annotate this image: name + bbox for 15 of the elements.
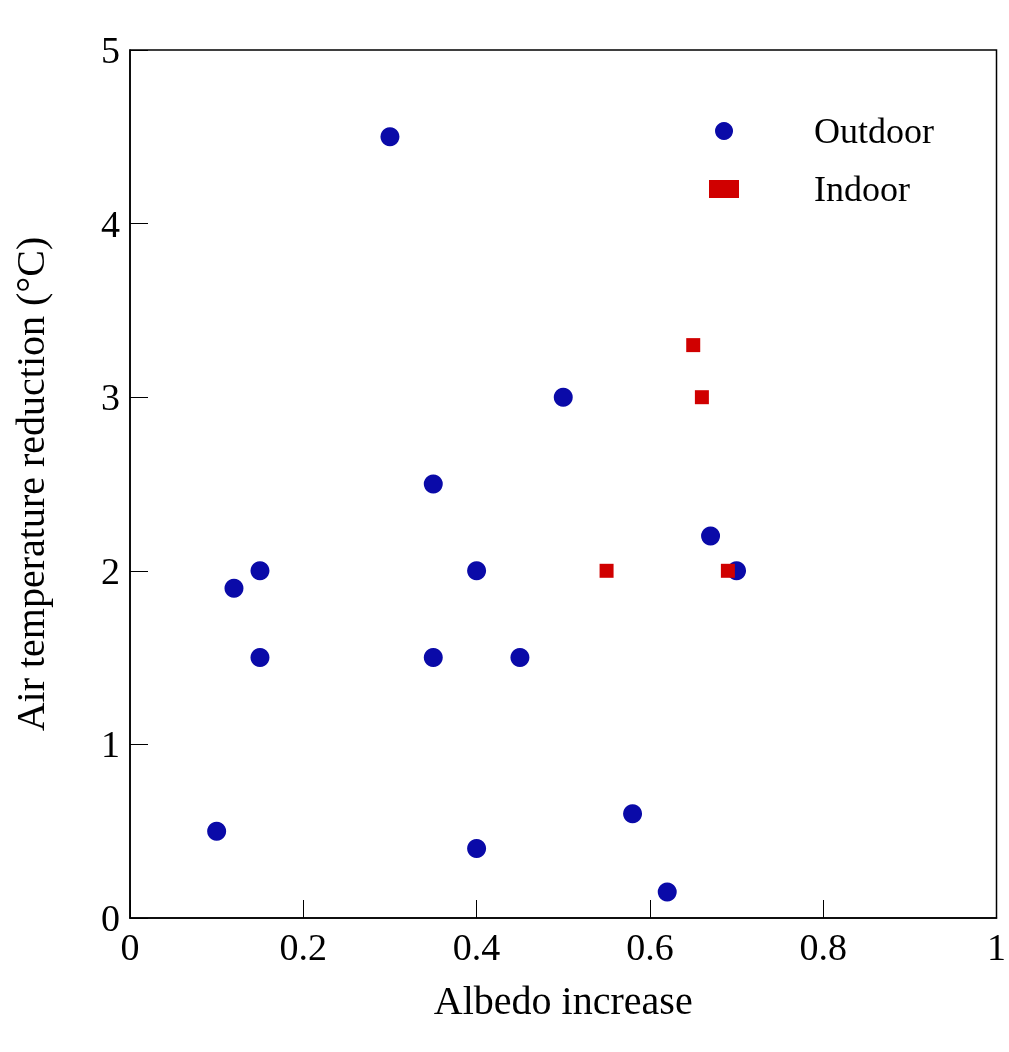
y-tick-label: 5 — [101, 29, 120, 71]
y-tick-label: 3 — [101, 376, 120, 419]
y-tick-label: 2 — [101, 549, 120, 592]
legend-label: Outdoor — [814, 111, 935, 151]
x-tick-label: 0.8 — [799, 926, 847, 968]
y-tick-label: 4 — [101, 202, 120, 245]
y-axis-title: Air temperature reduction (°C) — [7, 236, 53, 732]
x-tick-label: 0.6 — [626, 926, 674, 968]
x-tick-label: 0.4 — [452, 926, 501, 968]
x-tick-label: 1 — [987, 926, 1006, 968]
x-tick-label: 0.2 — [279, 926, 328, 968]
y-tick-label: 0 — [101, 897, 120, 939]
y-tick-label: 1 — [101, 723, 120, 766]
x-axis-title: Albedo increase — [433, 977, 693, 1023]
legend-label: Indoor — [814, 169, 910, 209]
